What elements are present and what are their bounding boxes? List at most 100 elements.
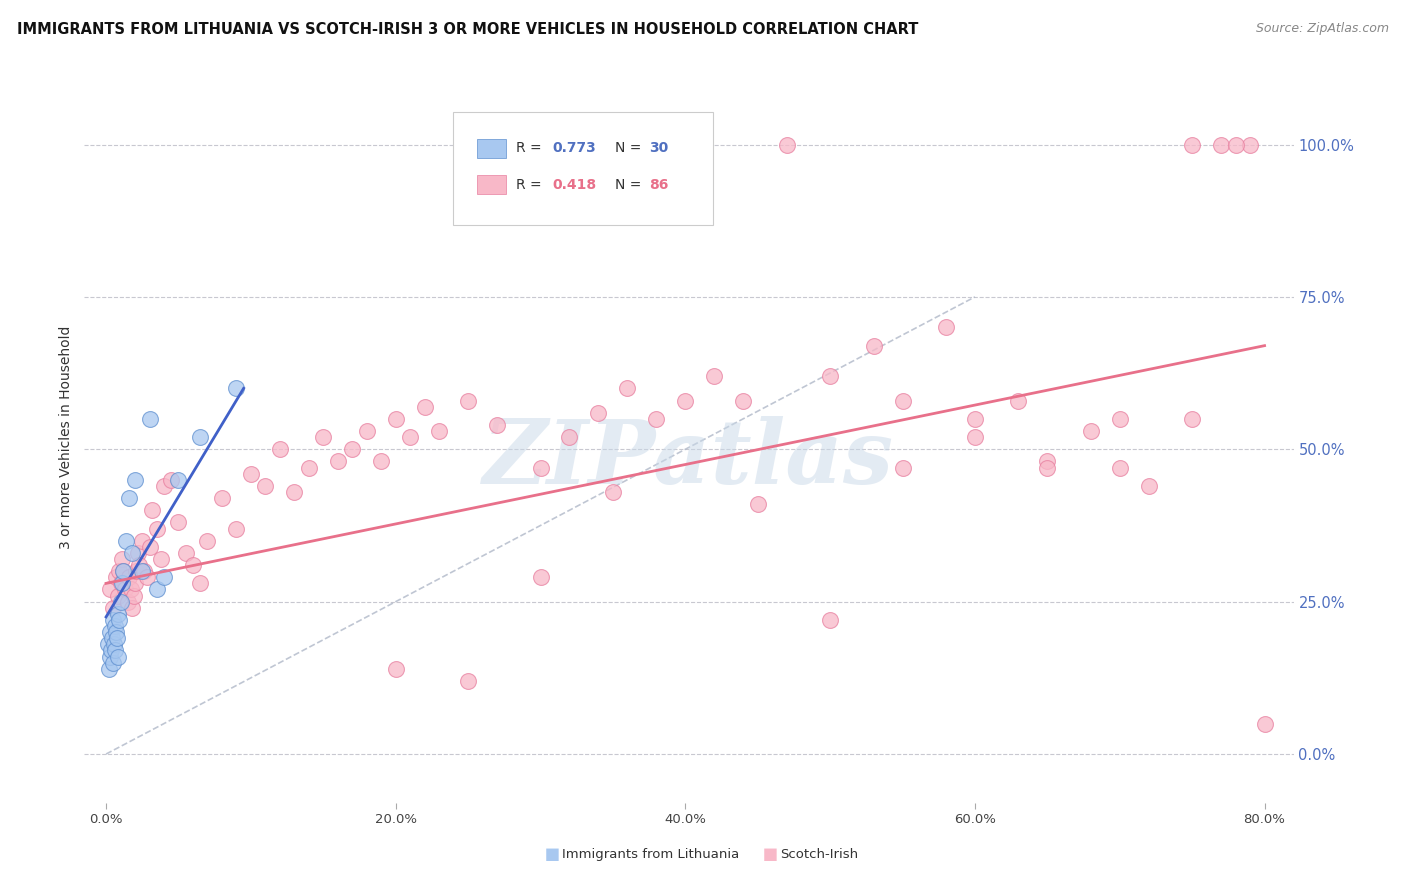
Text: N =: N = [616, 141, 645, 155]
Point [108, 613, 131, 627]
Point [167, 473, 190, 487]
Point [112, 564, 135, 578]
Point [384, 662, 406, 676]
Point [254, 479, 277, 493]
Point [188, 430, 211, 444]
Point [107, 589, 129, 603]
Point [115, 533, 138, 548]
Point [1253, 716, 1275, 731]
Point [121, 546, 143, 560]
Point [413, 400, 436, 414]
Point [1137, 479, 1160, 493]
Point [110, 576, 132, 591]
Point [747, 497, 769, 511]
Point [122, 589, 145, 603]
Text: R =: R = [516, 178, 546, 192]
Point [135, 570, 157, 584]
Point [776, 137, 799, 152]
Point [153, 479, 176, 493]
Point [141, 503, 163, 517]
Point [1036, 454, 1059, 468]
Point [100, 582, 122, 597]
Text: Source: ZipAtlas.com: Source: ZipAtlas.com [1256, 22, 1389, 36]
Point [138, 412, 160, 426]
Point [153, 570, 176, 584]
Point [118, 491, 141, 505]
Text: R =: R = [516, 141, 546, 155]
Point [114, 582, 136, 597]
Point [1225, 137, 1247, 152]
Point [1181, 137, 1204, 152]
Y-axis label: 3 or more Vehicles in Household: 3 or more Vehicles in Household [59, 326, 73, 549]
Point [312, 430, 335, 444]
Point [101, 656, 124, 670]
Point [384, 412, 406, 426]
Point [1181, 412, 1204, 426]
Point [105, 625, 128, 640]
Point [128, 558, 150, 573]
Point [326, 454, 349, 468]
FancyBboxPatch shape [478, 138, 506, 158]
Point [188, 576, 211, 591]
Text: 30: 30 [650, 141, 668, 155]
Point [127, 546, 149, 560]
Point [529, 460, 551, 475]
Point [558, 430, 581, 444]
Point [131, 564, 153, 578]
Point [818, 369, 841, 384]
Text: Scotch-Irish: Scotch-Irish [780, 847, 858, 861]
Point [356, 424, 378, 438]
Text: ZIPatlas: ZIPatlas [484, 416, 894, 502]
Point [342, 442, 364, 457]
Point [181, 558, 204, 573]
Point [427, 424, 450, 438]
Text: Immigrants from Lithuania: Immigrants from Lithuania [562, 847, 740, 861]
Point [486, 417, 509, 432]
Text: 0.418: 0.418 [553, 178, 596, 192]
Point [399, 430, 422, 444]
Point [891, 460, 914, 475]
Point [117, 594, 139, 608]
Point [733, 393, 755, 408]
Point [98, 649, 121, 664]
Text: ▪: ▪ [762, 842, 779, 866]
Point [160, 473, 183, 487]
Point [97, 637, 120, 651]
Point [125, 564, 148, 578]
Point [121, 600, 143, 615]
Point [124, 576, 146, 591]
Point [529, 570, 551, 584]
Point [963, 430, 986, 444]
Point [138, 540, 160, 554]
Text: ▪: ▪ [544, 842, 561, 866]
Point [225, 521, 247, 535]
Point [124, 473, 146, 487]
Point [103, 637, 125, 651]
Point [145, 582, 167, 597]
Point [818, 613, 841, 627]
Point [105, 632, 128, 646]
Point [197, 533, 219, 548]
Point [370, 454, 392, 468]
Point [103, 600, 125, 615]
Point [239, 467, 262, 481]
Point [501, 137, 523, 152]
Point [104, 643, 127, 657]
Point [105, 570, 128, 584]
Point [588, 406, 610, 420]
Point [110, 594, 132, 608]
Point [100, 625, 122, 640]
Point [862, 338, 884, 352]
Point [298, 460, 321, 475]
Point [107, 649, 129, 664]
Point [111, 576, 134, 591]
Point [1036, 460, 1059, 475]
Point [98, 662, 121, 676]
Point [602, 485, 624, 500]
Point [111, 552, 134, 566]
Point [935, 320, 957, 334]
Point [108, 564, 131, 578]
Point [1007, 393, 1029, 408]
Point [616, 381, 638, 395]
Point [107, 607, 129, 621]
